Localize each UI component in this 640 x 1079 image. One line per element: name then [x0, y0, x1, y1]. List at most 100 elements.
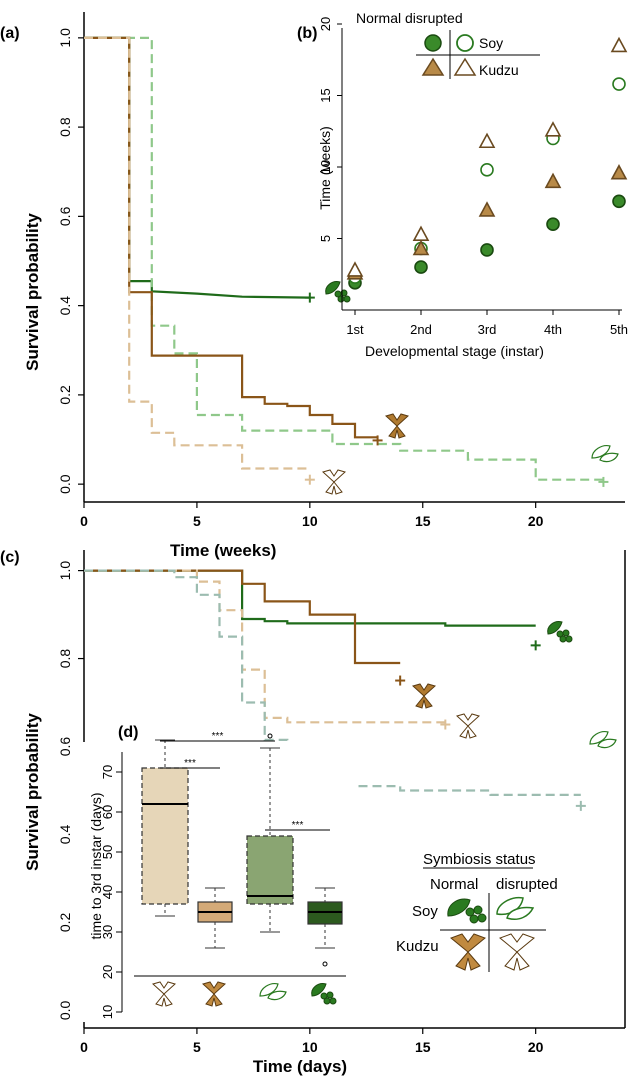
point-normal_soy [612, 194, 626, 209]
panel-c-series [84, 569, 586, 811]
b-x-tick-label: 2nd [410, 322, 432, 337]
y-tick-label: 0.4 [57, 296, 73, 316]
panel-b-points [346, 36, 628, 290]
panel-a-x-ticks: 0 5 10 15 20 [80, 502, 544, 529]
d-kudzu-disrupted-icon [151, 981, 177, 1007]
panel-a-series [84, 36, 609, 487]
box-soy_box_normal [246, 835, 294, 905]
b-y-tick-label: 5 [318, 235, 333, 242]
b-x-tick-label: 4th [544, 322, 562, 337]
symbiosis-legend-title: Symbiosis status [423, 851, 536, 868]
kudzu-normal-icon [384, 413, 410, 439]
survival-line-disrupted_kudzu [84, 36, 310, 470]
panel-d-significance: *** *** *** [160, 731, 330, 831]
panel-d-label: (d) [118, 724, 138, 741]
d-y-tick-label: 40 [100, 885, 115, 899]
panel-b-x-ticks: 1st 2nd 3rd 4th 5th [346, 310, 628, 337]
soy-disrupted-icon-c [589, 731, 617, 749]
significance-label: *** [184, 758, 196, 769]
b-x-tick-label: 5th [610, 322, 628, 337]
legend-normal-kudzu-marker [421, 57, 445, 76]
panel-d-boxes [141, 733, 343, 967]
point-normal_kudzu [412, 239, 430, 256]
y-tick-label: 1.0 [57, 28, 73, 48]
point-disrupted_kudzu [346, 261, 364, 277]
panel-b-y-label: Time (weeks) [317, 126, 333, 210]
y-tick-label: 0.4 [57, 825, 73, 845]
point-disrupted_kudzu [610, 36, 628, 53]
point-disrupted_soy [480, 163, 494, 177]
legend-disrupted-soy-marker [456, 34, 474, 52]
survival-line-normal_soy [84, 569, 536, 627]
point-disrupted_kudzu [478, 132, 496, 149]
x-tick-label: 15 [415, 513, 431, 529]
point-normal_kudzu [478, 201, 496, 217]
panel-b-x-label: Developmental stage (instar) [365, 343, 544, 359]
box-outlier [267, 733, 273, 739]
b-y-tick-label: 20 [318, 17, 333, 31]
y-tick-label: 0.8 [57, 649, 73, 669]
panel-b-y-ticks: 5 10 15 20 [318, 17, 342, 242]
legend-soy-label: Soy [479, 35, 503, 51]
d-soy-disrupted-icon [259, 983, 287, 1001]
kudzu-disrupted-icon-c [455, 713, 481, 739]
b-y-tick-label: 10 [318, 160, 333, 174]
b-y-tick-label: 15 [318, 88, 333, 102]
x-tick-label: 20 [528, 1039, 544, 1055]
survival-line-normal_soy [84, 36, 310, 299]
panel-c-x-ticks: 0 5 10 15 20 [80, 1028, 544, 1055]
point-normal_soy [480, 243, 494, 257]
soy-normal-icon [325, 281, 351, 303]
soy-normal-icon-c [547, 621, 573, 643]
b-x-tick-label: 1st [346, 322, 364, 337]
d-y-tick-label: 50 [100, 845, 115, 859]
significance-label: *** [292, 820, 304, 831]
x-tick-label: 10 [302, 513, 318, 529]
survival-line-normal_kudzu [84, 569, 401, 665]
panel-a: (a) 0.0 0.2 0.4 0.6 0.8 1.0 0 5 10 15 20 Time (we… [0, 12, 625, 560]
panel-a-y-ticks: 0.0 0.2 0.4 0.6 0.8 1.0 [57, 28, 84, 494]
significance-label: *** [212, 731, 224, 742]
d-y-tick-label: 60 [100, 805, 115, 819]
y-tick-label: 0.0 [57, 1000, 73, 1020]
b-x-tick-label: 3rd [478, 322, 497, 337]
y-tick-label: 0.6 [57, 737, 73, 757]
panel-b: (b) 5 10 15 20 1st 2nd 3rd 4th 5th Developmenta… [297, 10, 628, 359]
box-kudzu_box_disrupted [141, 767, 189, 905]
x-tick-label: 5 [193, 1039, 201, 1055]
soy-disrupted-icon [591, 445, 619, 463]
legend-disrupted-kudzu-marker [453, 57, 477, 76]
legend-normal-soy-marker [424, 34, 442, 52]
panel-d-background [78, 742, 358, 1022]
panel-c-label: (c) [0, 549, 20, 566]
x-tick-label: 10 [302, 1039, 318, 1055]
symbiosis-legend-kudzu: Kudzu [396, 938, 439, 955]
box-outlier [322, 961, 328, 967]
point-normal_kudzu [610, 164, 628, 180]
point-normal_kudzu [544, 172, 562, 189]
d-y-tick-label: 30 [100, 925, 115, 939]
d-y-tick-label: 20 [100, 965, 115, 979]
survival-line-normal_kudzu [84, 36, 378, 439]
survival-line-disrupted_soy [84, 36, 604, 481]
panel-d-y-ticks: 10 20 30 40 50 60 70 [100, 765, 122, 1019]
x-tick-label: 20 [528, 513, 544, 529]
legend-soy-normal-icon [447, 898, 487, 924]
d-kudzu-normal-icon [201, 981, 227, 1007]
panel-a-label: (a) [0, 25, 20, 42]
panel-b-legend-title: Normal disrupted [356, 10, 463, 26]
y-tick-label: 0.8 [57, 117, 73, 137]
d-soy-normal-icon [311, 983, 337, 1005]
panel-c: (c) 0.0 0.2 0.4 0.6 0.8 1.0 0 5 10 15 20 Time (da… [0, 549, 626, 1076]
x-tick-label: 15 [415, 1039, 431, 1055]
legend-kudzu-label: Kudzu [479, 62, 519, 78]
panel-b-label: (b) [297, 25, 317, 42]
survival-line-disrupted_soy_c [84, 569, 581, 797]
d-y-tick-label: 10 [100, 1005, 115, 1019]
point-disrupted_kudzu [412, 225, 430, 242]
kudzu-normal-icon-c [411, 683, 437, 709]
symbiosis-legend-normal: Normal [430, 876, 478, 893]
x-tick-label: 0 [80, 513, 88, 529]
panel-c-x-label: Time (days) [253, 1057, 347, 1076]
